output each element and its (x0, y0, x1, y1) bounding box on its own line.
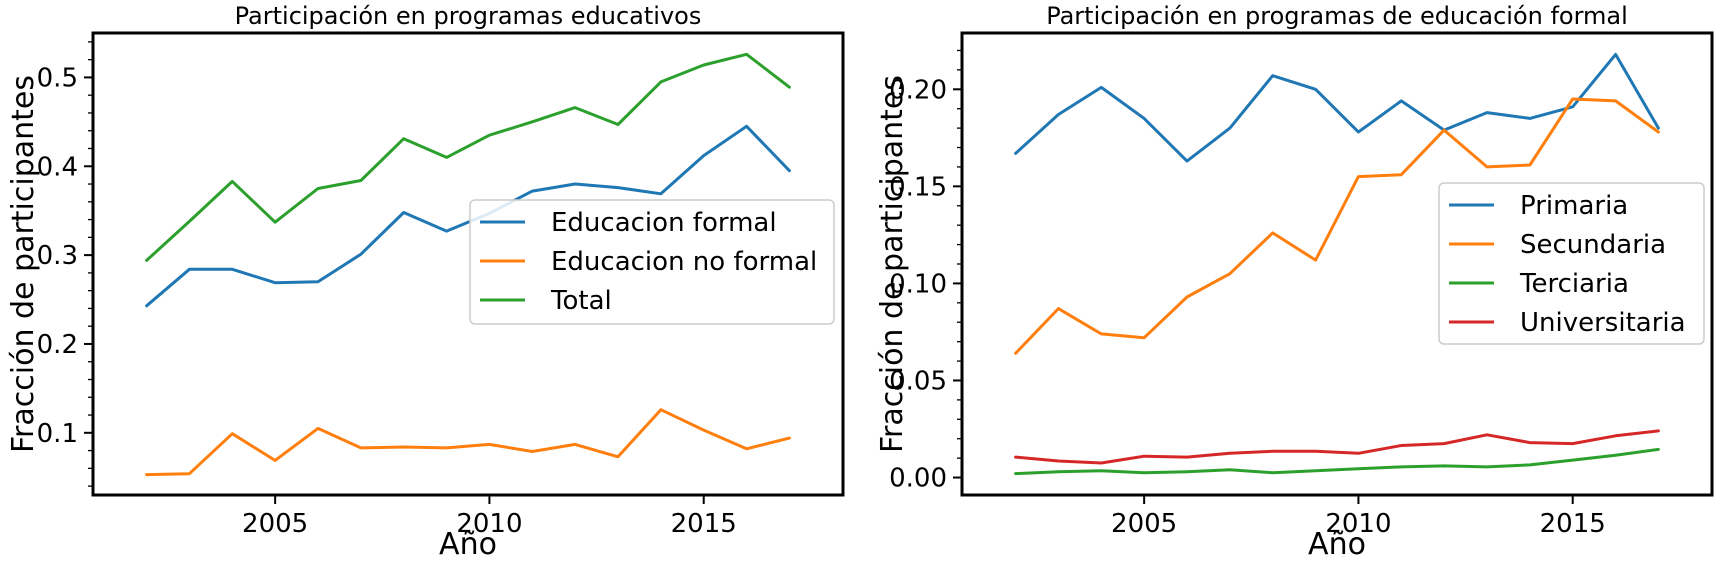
axes-frame (91, 31, 845, 497)
x-tick-label: 2005 (1111, 509, 1177, 539)
y-axis-label: Fracción de participantes (6, 75, 41, 453)
series-line-2 (145, 408, 791, 477)
x-tick-label: 2015 (1540, 509, 1606, 539)
series-line-3 (145, 52, 791, 262)
y-tick-label: 0.1 (37, 419, 78, 449)
x-axis-label: Año (1308, 527, 1366, 562)
x-axis-label: Año (439, 527, 497, 562)
legend-entry: Primaria (1520, 191, 1628, 221)
y-tick-label: 0.4 (37, 152, 78, 182)
legend: Educacion formal Educacion no formal Total (469, 199, 835, 325)
x-tick-label: 2005 (242, 509, 308, 539)
chart-panel-1: Participación en programas educativos 0.1… (6, 2, 845, 562)
y-tick-label: 0.05 (889, 366, 947, 396)
y-tick-label: 0.3 (37, 241, 78, 271)
legend-box (1438, 182, 1705, 345)
x-tick-label: 2010 (1325, 509, 1391, 539)
legend-entry: Secundaria (1520, 230, 1666, 260)
series-line-1 (145, 124, 791, 308)
legend: Primaria Secundaria Terciaria Universitaria (1438, 182, 1705, 345)
series-line-1 (1014, 52, 1660, 163)
y-tick-label: 0.00 (889, 464, 947, 494)
x-tick-label: 2010 (456, 509, 522, 539)
legend-entry: Universitaria (1520, 308, 1686, 338)
chart-title: Participación en programas de educación … (1046, 2, 1628, 30)
y-tick-label: 0.20 (889, 75, 947, 105)
legend-box (469, 199, 835, 325)
y-axis-label: Fracción de participantes (875, 75, 910, 453)
legend-entry: Total (550, 286, 612, 316)
x-tick-label: 2015 (671, 509, 737, 539)
y-tick-label: 0.2 (37, 330, 78, 360)
chart-title: Participación en programas educativos (235, 2, 702, 30)
y-tick-label: 0.5 (37, 63, 78, 93)
chart-panel-2: Participación en programas de educación … (875, 2, 1714, 562)
y-tick-label: 0.10 (889, 269, 947, 299)
series-line-3 (1014, 447, 1660, 476)
series-line-4 (1014, 429, 1660, 465)
legend-entry: Educacion no formal (551, 247, 817, 277)
series-line-2 (1014, 97, 1660, 355)
axes-frame (960, 31, 1714, 497)
y-tick-label: 0.15 (889, 172, 947, 202)
legend-entry: Terciaria (1519, 269, 1629, 299)
legend-entry: Educacion formal (551, 208, 777, 238)
